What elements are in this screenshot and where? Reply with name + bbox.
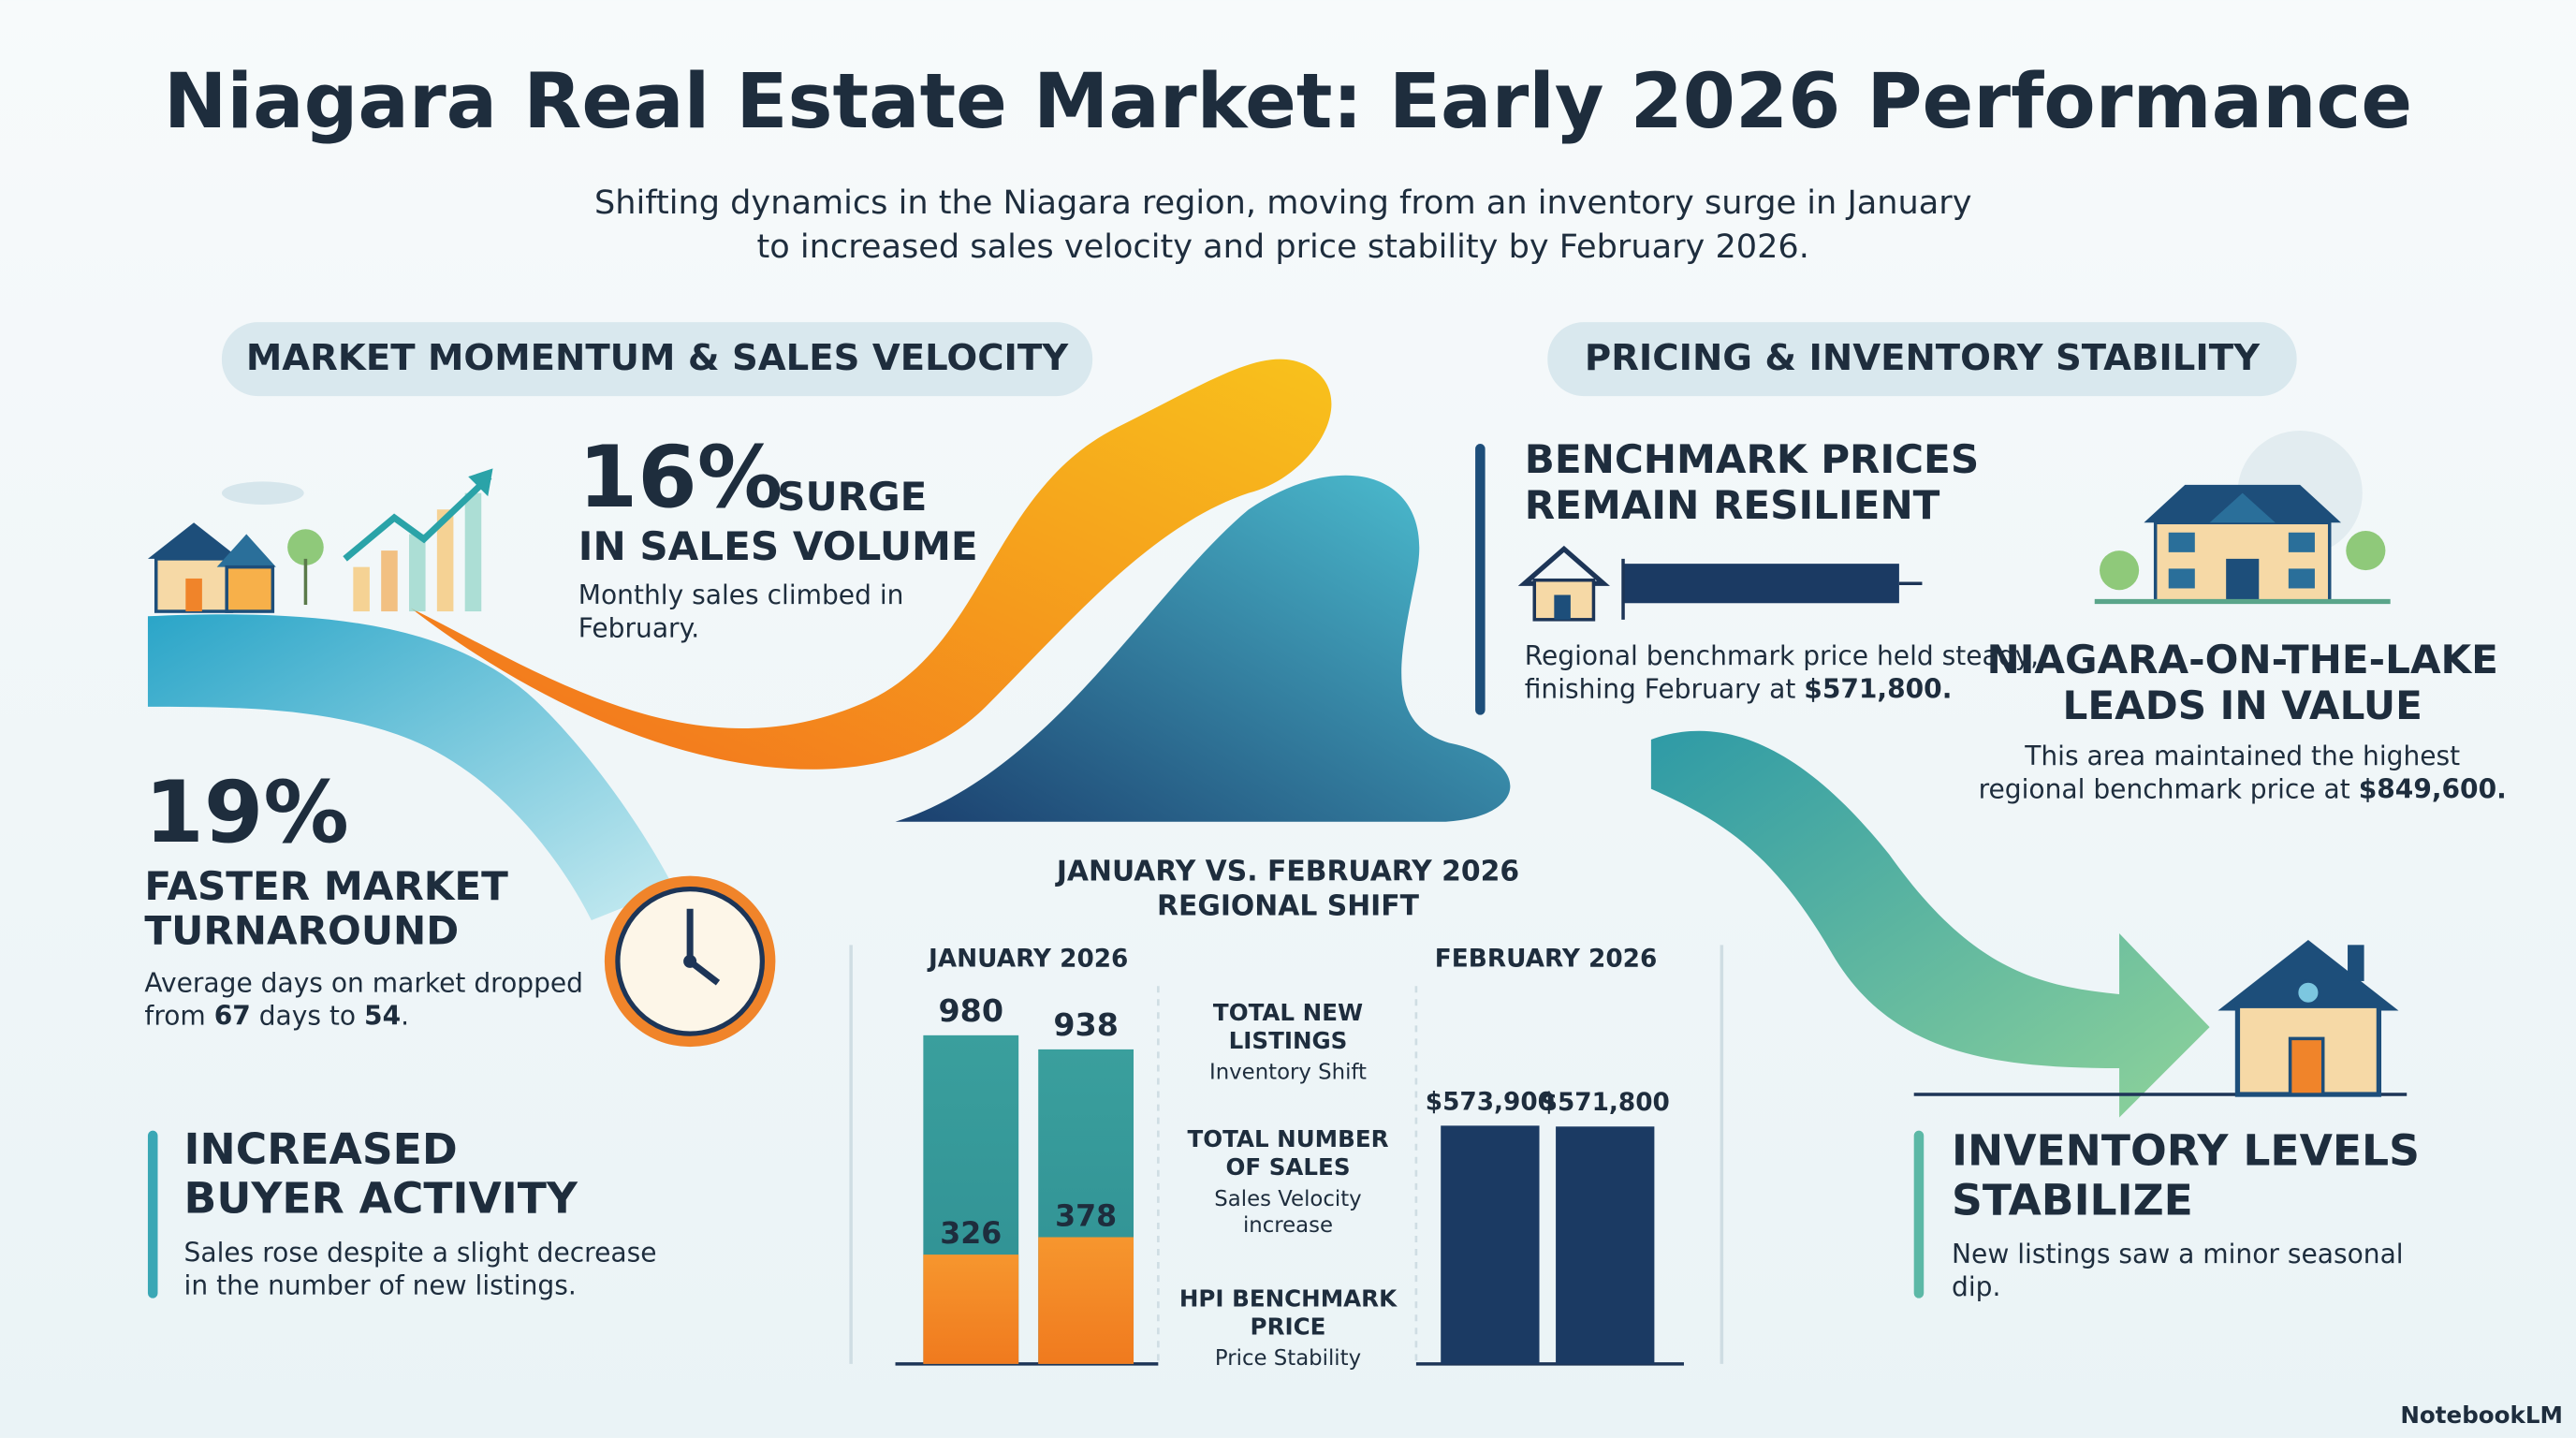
period-label: FEBRUARY 2026 bbox=[1435, 946, 1657, 974]
accent-bar bbox=[1913, 1130, 1925, 1299]
text-segment: 54 bbox=[364, 1001, 401, 1032]
blue-band bbox=[147, 614, 674, 920]
subtitle: to increased sales velocity and price st… bbox=[757, 227, 1809, 266]
sales-bar bbox=[1038, 1237, 1134, 1364]
headline: NIAGARA-ON-THE-LAKE bbox=[1986, 637, 2498, 682]
value-label: 378 bbox=[1055, 1199, 1117, 1233]
headline: INVENTORY LEVELS bbox=[1952, 1126, 2420, 1176]
section-pill bbox=[1547, 322, 2297, 397]
body-text: dip. bbox=[1952, 1271, 2000, 1302]
headline: LEADS IN VALUE bbox=[2063, 682, 2422, 728]
headline: BENCHMARK PRICES bbox=[1525, 436, 1979, 482]
body-text: from 67 days to 54. bbox=[144, 1001, 409, 1032]
text-segment: days to bbox=[251, 1001, 364, 1032]
mansion-icon bbox=[2094, 430, 2391, 605]
stat: 16% bbox=[578, 427, 783, 527]
orange-wave bbox=[410, 359, 1332, 770]
text-segment: $849,600. bbox=[2359, 773, 2507, 804]
green-arrow bbox=[1650, 730, 2210, 1118]
price-icon bbox=[1517, 545, 1923, 622]
metric-label: LISTINGS bbox=[1229, 1027, 1348, 1054]
price-bar bbox=[1556, 1126, 1655, 1364]
accent-bar bbox=[1475, 444, 1486, 715]
headline: TURNAROUND bbox=[144, 908, 459, 954]
value-label: 938 bbox=[1053, 1006, 1119, 1043]
value-label: 326 bbox=[940, 1217, 1002, 1251]
chart-title: REGIONAL SHIFT bbox=[1157, 889, 1420, 922]
body-text: finishing February at $571,800. bbox=[1525, 673, 1953, 704]
price-bar bbox=[1441, 1125, 1540, 1364]
body-text: in the number of new listings. bbox=[184, 1269, 577, 1300]
body-text: This area maintained the highest bbox=[2024, 741, 2460, 771]
clock-icon bbox=[604, 875, 776, 1048]
section-pill bbox=[221, 322, 1093, 397]
headline: REMAIN RESILIENT bbox=[1525, 482, 1940, 528]
body-text: February. bbox=[578, 612, 699, 643]
body-text: regional benchmark price at $849,600. bbox=[1979, 773, 2507, 804]
metric-label: TOTAL NUMBER bbox=[1187, 1125, 1388, 1152]
body-text: New listings saw a minor seasonal bbox=[1952, 1239, 2404, 1269]
house-icon bbox=[1913, 940, 2408, 1097]
accent-bar bbox=[147, 1130, 158, 1299]
body-text: Regional benchmark price held steady, bbox=[1525, 640, 2039, 671]
sales-bar bbox=[923, 1255, 1019, 1364]
text-segment: from bbox=[144, 1001, 213, 1032]
metric-sublabel: increase bbox=[1243, 1213, 1333, 1238]
text-segment: finishing February at bbox=[1525, 673, 1805, 704]
metric-sublabel: Price Stability bbox=[1215, 1346, 1361, 1371]
blue-wave bbox=[895, 475, 1511, 822]
headline: IN SALES VOLUME bbox=[578, 523, 978, 569]
text-segment: $571,800. bbox=[1804, 673, 1952, 704]
text-segment: regional benchmark price at bbox=[1979, 773, 2359, 804]
body-text: Sales rose despite a slight decrease bbox=[184, 1237, 657, 1268]
value-label: $573,900 bbox=[1426, 1088, 1555, 1116]
value-label: 980 bbox=[938, 992, 1003, 1029]
body-text: Average days on market dropped bbox=[144, 967, 583, 998]
headline: BUYER ACTIVITY bbox=[184, 1174, 578, 1224]
headline: STABILIZE bbox=[1952, 1175, 2193, 1225]
metric-label: PRICE bbox=[1251, 1313, 1326, 1340]
section-heading: PRICING & INVENTORY STABILITY bbox=[1585, 337, 2261, 379]
headline: SURGE bbox=[777, 474, 927, 520]
metric-sublabel: Sales Velocity bbox=[1214, 1187, 1361, 1211]
headline: FASTER MARKET bbox=[144, 863, 508, 909]
chart-title: JANUARY VS. FEBRUARY 2026 bbox=[1055, 856, 1519, 888]
stat: 19% bbox=[144, 762, 348, 862]
section-heading: MARKET MOMENTUM & SALES VELOCITY bbox=[246, 337, 1069, 379]
body-text: Monthly sales climbed in bbox=[578, 580, 904, 610]
metric-label: HPI BENCHMARK bbox=[1179, 1284, 1398, 1312]
period-label: JANUARY 2026 bbox=[927, 946, 1128, 974]
title: Niagara Real Estate Market: Early 2026 P… bbox=[164, 58, 2412, 146]
metric-label: OF SALES bbox=[1225, 1153, 1350, 1181]
metric-sublabel: Inventory Shift bbox=[1209, 1061, 1367, 1085]
subtitle: Shifting dynamics in the Niagara region,… bbox=[594, 183, 1972, 222]
value-label: $571,800 bbox=[1541, 1089, 1670, 1117]
brand: NotebookLM bbox=[2400, 1401, 2563, 1429]
metric-label: TOTAL NEW bbox=[1213, 999, 1363, 1026]
house-icon bbox=[147, 468, 493, 613]
headline: INCREASED bbox=[184, 1124, 458, 1174]
text-segment: . bbox=[401, 1001, 409, 1032]
text-segment: 67 bbox=[214, 1001, 251, 1032]
